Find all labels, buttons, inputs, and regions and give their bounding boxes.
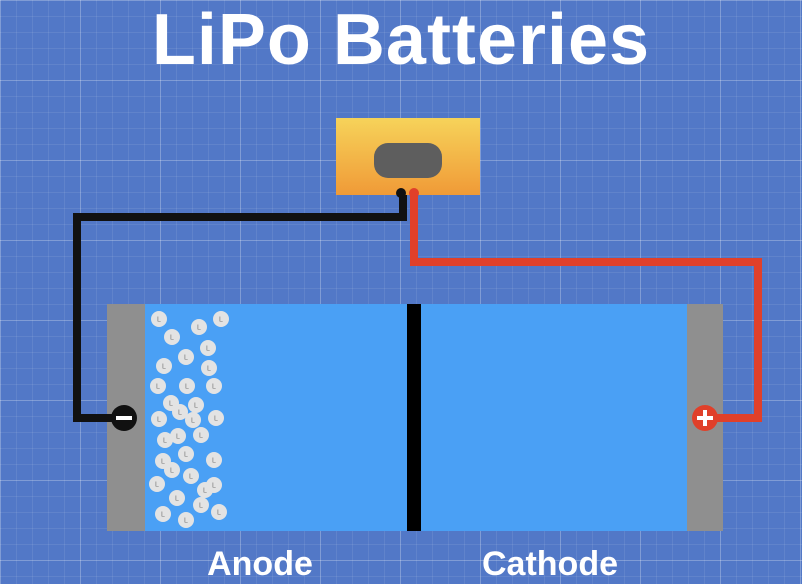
lithium-ion-label: L	[212, 458, 216, 465]
lithium-ion-label: L	[197, 325, 201, 332]
lithium-ion	[150, 378, 166, 394]
lithium-ion	[151, 311, 167, 327]
lithium-ion-label: L	[161, 459, 165, 466]
lithium-ion-label: L	[157, 317, 161, 324]
lithium-ion	[172, 404, 188, 420]
lithium-ion-label: L	[184, 452, 188, 459]
lithium-ion	[164, 329, 180, 345]
lithium-ion	[178, 446, 194, 462]
lithium-ion	[183, 468, 199, 484]
lithium-ion	[185, 412, 201, 428]
negative-terminal	[111, 405, 137, 431]
lithium-ion-label: L	[217, 510, 221, 517]
lithium-ion	[208, 410, 224, 426]
lithium-ion	[188, 397, 204, 413]
lithium-ion	[170, 428, 186, 444]
lithium-ion-label: L	[175, 496, 179, 503]
lithium-ion-label: L	[194, 403, 198, 410]
lithium-ion	[213, 311, 229, 327]
lithium-ion	[206, 378, 222, 394]
lithium-ion-label: L	[206, 346, 210, 353]
page-title: LiPo Batteries	[151, 0, 651, 80]
lithium-ion-label: L	[184, 355, 188, 362]
lithium-ion	[149, 476, 165, 492]
lithium-ion	[211, 504, 227, 520]
positive-wire	[410, 193, 762, 422]
lithium-ion-label: L	[184, 518, 188, 525]
separator	[407, 304, 421, 531]
lithium-ion-label: L	[189, 474, 193, 481]
lithium-ion-label: L	[178, 410, 182, 417]
lithium-ion-label: L	[185, 384, 189, 391]
lithium-ion	[155, 506, 171, 522]
lithium-ion	[206, 452, 222, 468]
lithium-ion-label: L	[156, 384, 160, 391]
lithium-ions: L L L L L L L L L L L L L L L L L L L L L L L L L L L L L L L L L	[149, 311, 229, 528]
lithium-ion	[197, 482, 213, 498]
lithium-ion	[178, 349, 194, 365]
lithium-ion-label: L	[214, 416, 218, 423]
lithium-ion-label: L	[157, 417, 161, 424]
lithium-ion	[151, 411, 167, 427]
positive-lead-tip	[409, 188, 419, 198]
lithium-ion	[179, 378, 195, 394]
lithium-ion	[200, 340, 216, 356]
lithium-ion-label: L	[212, 483, 216, 490]
anode-label: Anode	[207, 545, 313, 583]
lithium-ion-label: L	[212, 384, 216, 391]
lithium-ion	[169, 490, 185, 506]
cathode-label: Cathode	[482, 545, 618, 583]
positive-terminal	[692, 405, 718, 431]
negative-wire	[73, 193, 407, 422]
lithium-ion-label: L	[199, 503, 203, 510]
lithium-ion-label: L	[162, 364, 166, 371]
lithium-ion-label: L	[155, 482, 159, 489]
lithium-ion-label: L	[161, 512, 165, 519]
load-display	[374, 143, 442, 178]
lithium-ion-label: L	[170, 335, 174, 342]
lithium-ion-label: L	[170, 468, 174, 475]
lithium-ion-label: L	[191, 418, 195, 425]
lithium-ion-label: L	[203, 488, 207, 495]
lithium-ion-label: L	[163, 438, 167, 445]
lithium-ion-label: L	[176, 434, 180, 441]
lithium-ion	[193, 497, 209, 513]
lithium-ion	[164, 462, 180, 478]
lithium-ion	[157, 432, 173, 448]
lithium-ion-label: L	[207, 366, 211, 373]
lithium-ion	[193, 427, 209, 443]
lithium-ion	[156, 358, 172, 374]
lithium-ion-label: L	[219, 317, 223, 324]
lithium-ion-label: L	[199, 433, 203, 440]
negative-lead-tip	[396, 188, 406, 198]
lithium-ion	[201, 360, 217, 376]
lithium-ion-label: L	[169, 401, 173, 408]
lithium-ion	[178, 512, 194, 528]
lithium-ion	[191, 319, 207, 335]
